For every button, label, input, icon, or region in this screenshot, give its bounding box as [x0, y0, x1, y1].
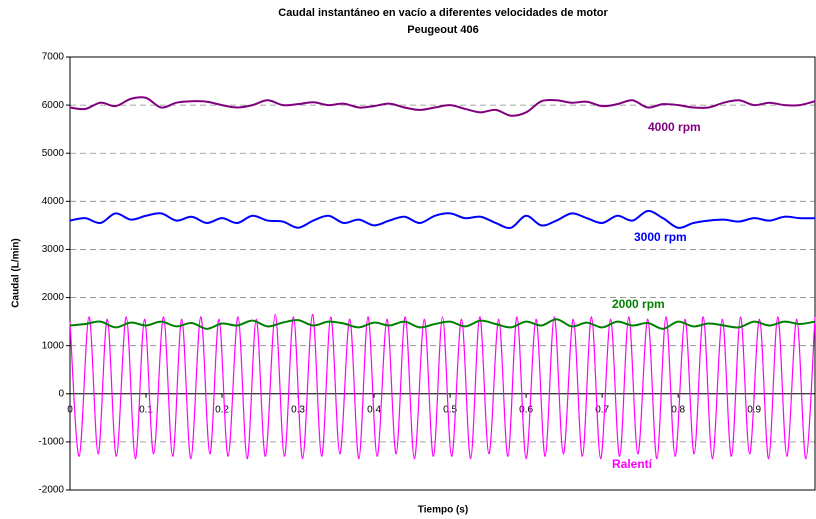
x-tick-label: 0.1: [139, 404, 153, 415]
series-line: [69, 96, 816, 117]
y-tick-label: 6000: [42, 100, 65, 111]
y-tick-label: 7000: [42, 52, 65, 63]
series-annotation: 4000 rpm: [648, 120, 701, 134]
series-line: [69, 209, 816, 230]
x-tick-label: 0.6: [519, 404, 533, 415]
x-tick-label: 0.7: [595, 404, 609, 415]
series-line: [69, 318, 816, 330]
x-tick-label: 0.3: [291, 404, 305, 415]
series-line: [69, 313, 816, 460]
chart-title: Caudal instantáneo en vacío a diferentes…: [278, 7, 608, 19]
y-tick-label: 0: [58, 388, 64, 399]
plot-area: -2000 -1000 0 1000 2000 3000 4000 5000 6000 7000 0…: [38, 52, 816, 496]
x-tick-label: 0.9: [747, 404, 761, 415]
y-tick-label: -2000: [38, 485, 64, 496]
series-annotation: Ralentí: [612, 457, 653, 471]
x-tick-label: 0.4: [367, 404, 381, 415]
y-axis-label: Caudal (L/min): [11, 238, 22, 307]
chart-subtitle: Peugeout 406: [407, 24, 479, 36]
y-tick-label: 1000: [42, 340, 65, 351]
x-tick-label: 0.2: [215, 404, 229, 415]
x-tick-label: 0.5: [443, 404, 457, 415]
y-tick-label: 5000: [42, 148, 65, 159]
y-tick-label: -1000: [38, 437, 64, 448]
y-tick-label: 2000: [42, 292, 65, 303]
x-axis-label: Tiempo (s): [418, 505, 468, 516]
series-annotation: 3000 rpm: [634, 230, 687, 244]
plot-border: [69, 56, 816, 491]
x-tick-label: 0: [67, 404, 73, 415]
y-tick-label: 3000: [42, 244, 65, 255]
series-annotation: 2000 rpm: [612, 297, 665, 311]
y-tick-label: 4000: [42, 196, 65, 207]
